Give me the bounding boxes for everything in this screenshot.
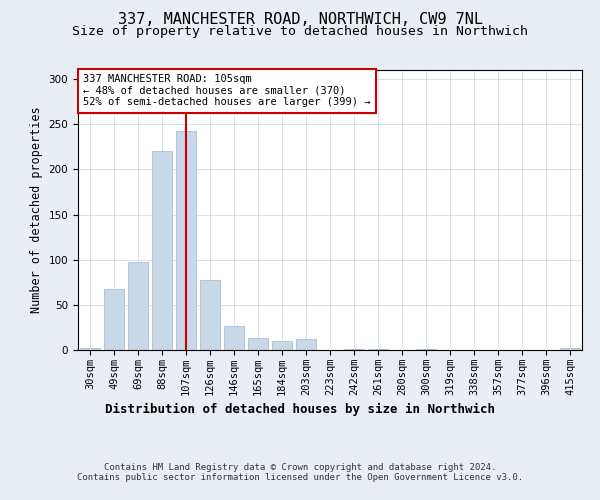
Bar [416,349,436,350]
Bar [176,132,196,350]
Bar [344,349,364,350]
Bar [272,341,292,350]
Text: Distribution of detached houses by size in Northwich: Distribution of detached houses by size … [105,402,495,415]
Bar [248,338,268,350]
Bar [104,290,124,350]
Bar [224,326,244,350]
Bar [368,349,388,350]
Bar [200,280,220,350]
Text: Contains HM Land Registry data © Crown copyright and database right 2024.
Contai: Contains HM Land Registry data © Crown c… [77,462,523,482]
Text: Size of property relative to detached houses in Northwich: Size of property relative to detached ho… [72,25,528,38]
Bar [152,152,172,350]
Text: 337, MANCHESTER ROAD, NORTHWICH, CW9 7NL: 337, MANCHESTER ROAD, NORTHWICH, CW9 7NL [118,12,482,28]
Bar [80,348,100,350]
Bar [296,339,316,350]
Bar [128,262,148,350]
Text: 337 MANCHESTER ROAD: 105sqm
← 48% of detached houses are smaller (370)
52% of se: 337 MANCHESTER ROAD: 105sqm ← 48% of det… [83,74,371,108]
Y-axis label: Number of detached properties: Number of detached properties [30,106,43,314]
Bar [560,348,580,350]
